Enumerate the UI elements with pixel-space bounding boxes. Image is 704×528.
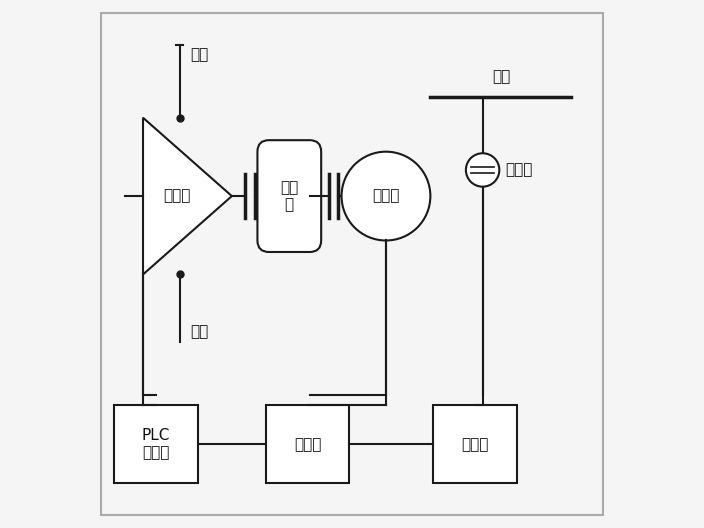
Text: 变压器: 变压器	[505, 163, 533, 177]
Bar	[114, 405, 198, 484]
Text: PLC
控制柜: PLC 控制柜	[142, 428, 170, 460]
Text: 进汽: 进汽	[190, 48, 208, 62]
Text: 排汽: 排汽	[190, 324, 208, 340]
Text: 动力机: 动力机	[163, 188, 191, 204]
Polygon shape	[143, 118, 232, 275]
Bar	[433, 405, 517, 484]
Bar	[266, 405, 349, 484]
Text: 并网柜: 并网柜	[294, 437, 321, 452]
Text: 电网: 电网	[492, 69, 510, 84]
FancyBboxPatch shape	[258, 140, 321, 252]
Text: 减速
机: 减速 机	[280, 180, 298, 212]
Circle shape	[341, 152, 430, 240]
Text: 发电机: 发电机	[372, 188, 400, 204]
Text: 联络柜: 联络柜	[461, 437, 489, 452]
Circle shape	[466, 153, 499, 187]
